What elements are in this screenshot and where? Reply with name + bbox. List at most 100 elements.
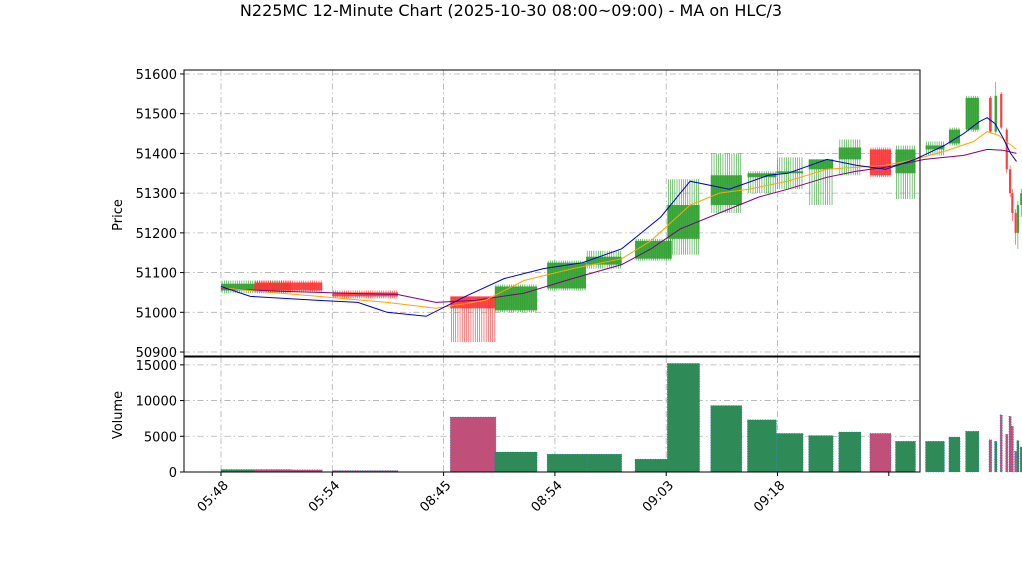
volume-bar [895, 440, 916, 473]
volume-bar [999, 414, 1003, 473]
volume-bar [776, 433, 804, 473]
volume-bar [948, 436, 961, 473]
volume-bar [965, 430, 980, 473]
volume-bar [988, 439, 993, 473]
candle [747, 171, 777, 194]
price-tick-label: 51000 [136, 306, 177, 321]
volume-tick-label: 5000 [144, 430, 177, 445]
candle-body [808, 159, 834, 170]
price-panel-frame [183, 69, 921, 357]
x-tick-label: 05:48 [195, 478, 232, 515]
ma-short-line [220, 117, 1017, 317]
candle-body [494, 286, 538, 311]
candle-body [586, 256, 622, 265]
candle [635, 238, 672, 261]
candle-body [332, 292, 398, 297]
price-tick-label: 51400 [136, 147, 177, 162]
candle [838, 139, 861, 176]
volume-bar [869, 433, 892, 473]
ma-long-line [220, 148, 1017, 303]
volume-bar [838, 431, 862, 473]
volume-tick-label: 0 [169, 466, 177, 481]
ma-mid-line [220, 131, 1017, 309]
candle-body [1000, 93, 1003, 128]
volume-bar [634, 458, 673, 473]
volume-bar [331, 470, 399, 473]
volume-bar [747, 419, 777, 473]
candle [450, 296, 496, 343]
volume-bar [1010, 425, 1014, 473]
volume-bar [1005, 433, 1009, 473]
volume-bar [925, 440, 945, 473]
volume-axis-label: Volume [111, 391, 126, 439]
volume-bar [1016, 440, 1020, 473]
candle-body [710, 175, 742, 206]
candle-body [948, 129, 961, 144]
price-axis-label: Price [111, 199, 126, 231]
candle [332, 290, 398, 299]
candle [1009, 165, 1012, 198]
moving-averages [220, 117, 1017, 317]
candle-body [1020, 193, 1022, 206]
candle-body [988, 97, 992, 132]
candle-body [747, 173, 777, 178]
x-tick-label: 09:18 [751, 478, 788, 515]
volume-bar [1014, 450, 1018, 473]
candle-body [1005, 129, 1008, 170]
candle [586, 250, 622, 269]
candle-body [994, 95, 997, 132]
candle [1011, 189, 1014, 221]
x-tick-label: 08:45 [417, 478, 454, 515]
candle-body [1014, 213, 1017, 233]
candle-body [1011, 193, 1014, 213]
volume-bar [667, 363, 700, 473]
candle [988, 95, 992, 134]
candle-body [965, 97, 979, 130]
x-tick-label: 08:54 [529, 478, 566, 515]
candle-body [869, 149, 892, 176]
candle [710, 153, 742, 213]
candle [1000, 91, 1003, 130]
candle [1005, 127, 1008, 174]
candles [221, 81, 1022, 343]
candle-body [254, 282, 323, 291]
price-tick-label: 51300 [136, 187, 177, 202]
candle-body [1016, 205, 1019, 233]
price-tick-label: 51200 [136, 227, 177, 242]
volume-tick-label: 10000 [136, 395, 177, 410]
volume-tick-label: 15000 [136, 359, 177, 374]
price-tick-label: 51500 [136, 108, 177, 123]
volume-panel-frame [183, 356, 921, 473]
volume-bar [254, 469, 323, 473]
candle [895, 145, 916, 200]
candle [667, 179, 700, 255]
candle-body [1009, 169, 1012, 194]
candle-body [925, 145, 945, 150]
candle-body [635, 240, 672, 259]
chart-title: N225MC 12-Minute Chart (2025-10-30 08:00… [239, 1, 783, 20]
volume-bar [585, 453, 622, 473]
price-tick-label: 50900 [136, 346, 177, 361]
candle-body [838, 147, 861, 160]
volume-bar [994, 440, 998, 473]
candle [869, 147, 892, 178]
volume-bar [1008, 415, 1012, 473]
candle [1016, 201, 1019, 249]
volume-bar [449, 416, 497, 473]
candle [254, 280, 323, 293]
volume-bar [494, 451, 538, 473]
candle [808, 159, 834, 206]
volume-bar [546, 453, 587, 473]
price-tick-label: 51600 [136, 68, 177, 83]
candle [494, 284, 538, 313]
volume-bar [710, 405, 743, 473]
x-tick-label: 05:54 [306, 478, 343, 515]
x-tick-label: 09:03 [640, 478, 677, 515]
candle [1020, 189, 1022, 217]
candle [1014, 209, 1017, 245]
candle [965, 95, 979, 132]
candle [776, 157, 804, 190]
volume-bars [220, 363, 1022, 473]
price-tick-label: 51100 [136, 267, 177, 282]
